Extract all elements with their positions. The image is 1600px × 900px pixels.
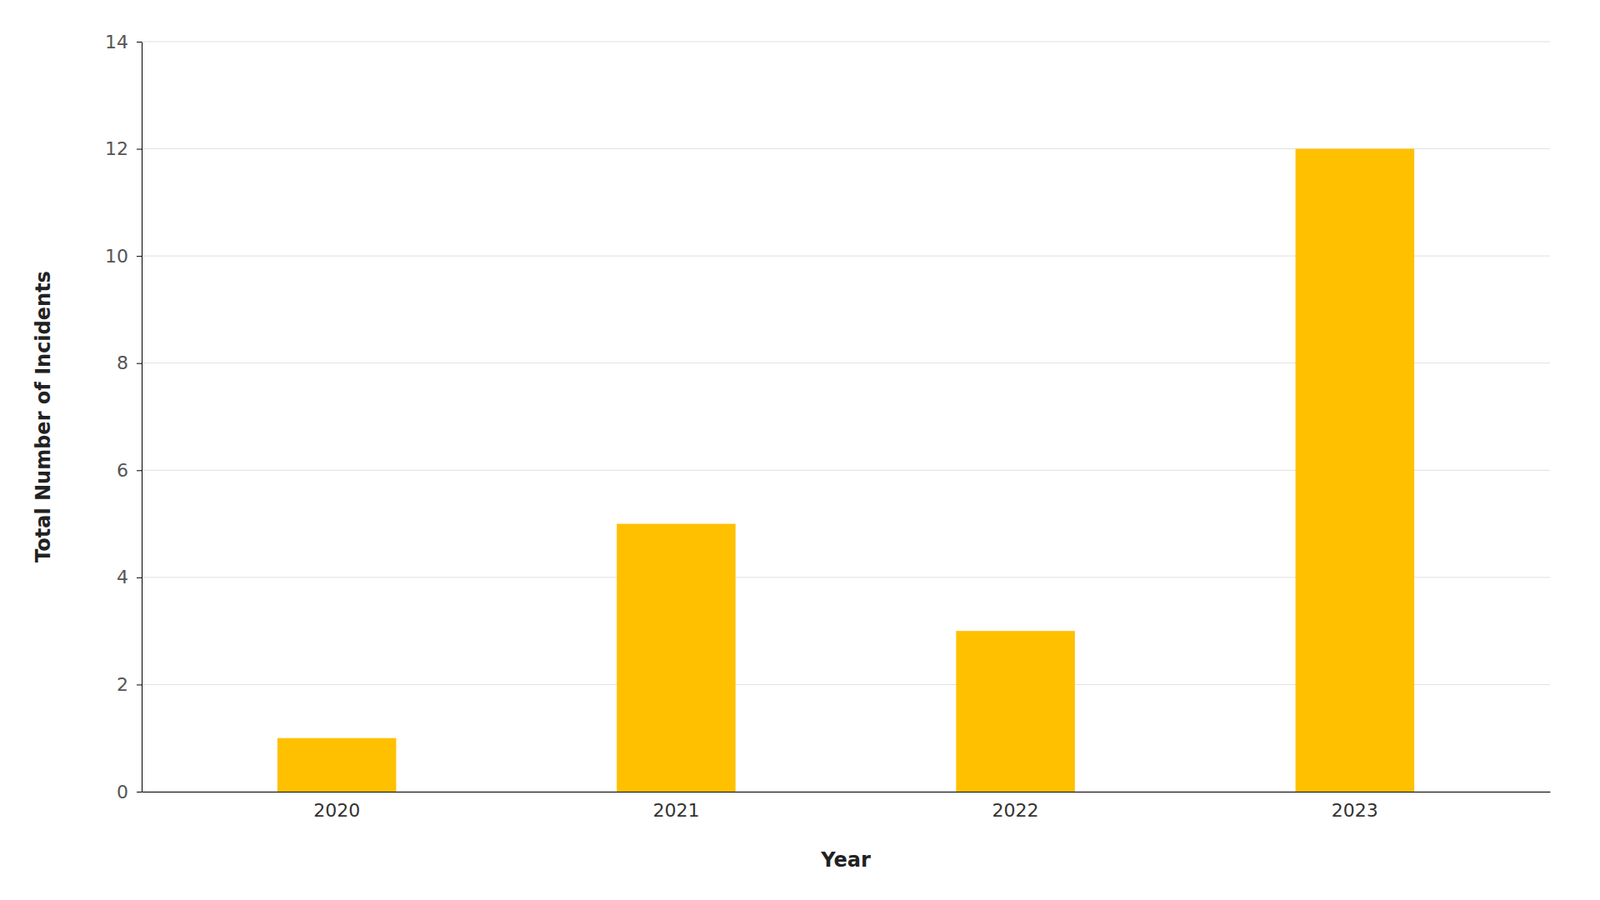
y-axis-line [141,42,143,793]
grid [141,41,1550,792]
y-tick: 10 [105,245,142,267]
x-axis-line [142,791,1551,793]
y-tick-label: 2 [116,674,129,695]
y-tick: 6 [116,460,142,481]
y-tick: 4 [116,566,142,588]
y-axis-title: Total Number of Incidents [31,270,55,563]
y-tick-mark [136,470,142,471]
x-axis: 2020 2021 2022 2023 [142,791,1551,821]
y-tick-mark [136,577,142,579]
y-tick-mark [136,684,142,685]
x-tick: 2023 [1331,791,1379,821]
y-tick: 8 [116,352,142,374]
chart: 2020 2021 2022 2023 0 2 4 6 8 10 12 14 Year Total Num… [0,0,1600,900]
grid-line [141,41,1550,43]
x-tick-label: 2020 [313,800,360,821]
y-tick-mark [136,791,142,793]
x-tick-label: 2023 [1331,800,1379,821]
x-tick: 2021 [652,791,700,821]
x-tick-label: 2021 [652,800,700,821]
y-tick-label: 12 [105,138,129,160]
x-axis-title: Year [820,848,871,872]
y-tick-mark [136,149,142,150]
y-tick: 12 [105,138,142,160]
x-tick-label: 2022 [992,800,1040,821]
y-tick-mark [136,255,142,257]
y-tick-label: 4 [116,566,129,588]
bar [616,524,736,792]
y-tick: 14 [105,31,142,53]
plot: 2020 2021 2022 2023 0 2 4 6 8 10 12 14 [105,31,1551,821]
y-tick: 0 [116,781,142,803]
bar [955,630,1075,792]
x-tick: 2022 [992,791,1040,821]
y-tick-label: 6 [116,460,129,481]
y-tick-label: 8 [116,352,129,374]
y-tick-mark [136,41,142,43]
bar [1295,149,1415,792]
y-tick-label: 10 [105,245,129,267]
y-tick-label: 0 [116,781,129,803]
bar [277,738,397,792]
x-tick: 2020 [313,791,360,821]
y-tick: 2 [116,674,142,695]
bars [277,149,1415,792]
y-tick-label: 14 [105,31,129,53]
y-tick-mark [136,363,142,365]
y-axis: 0 2 4 6 8 10 12 14 [105,31,143,803]
